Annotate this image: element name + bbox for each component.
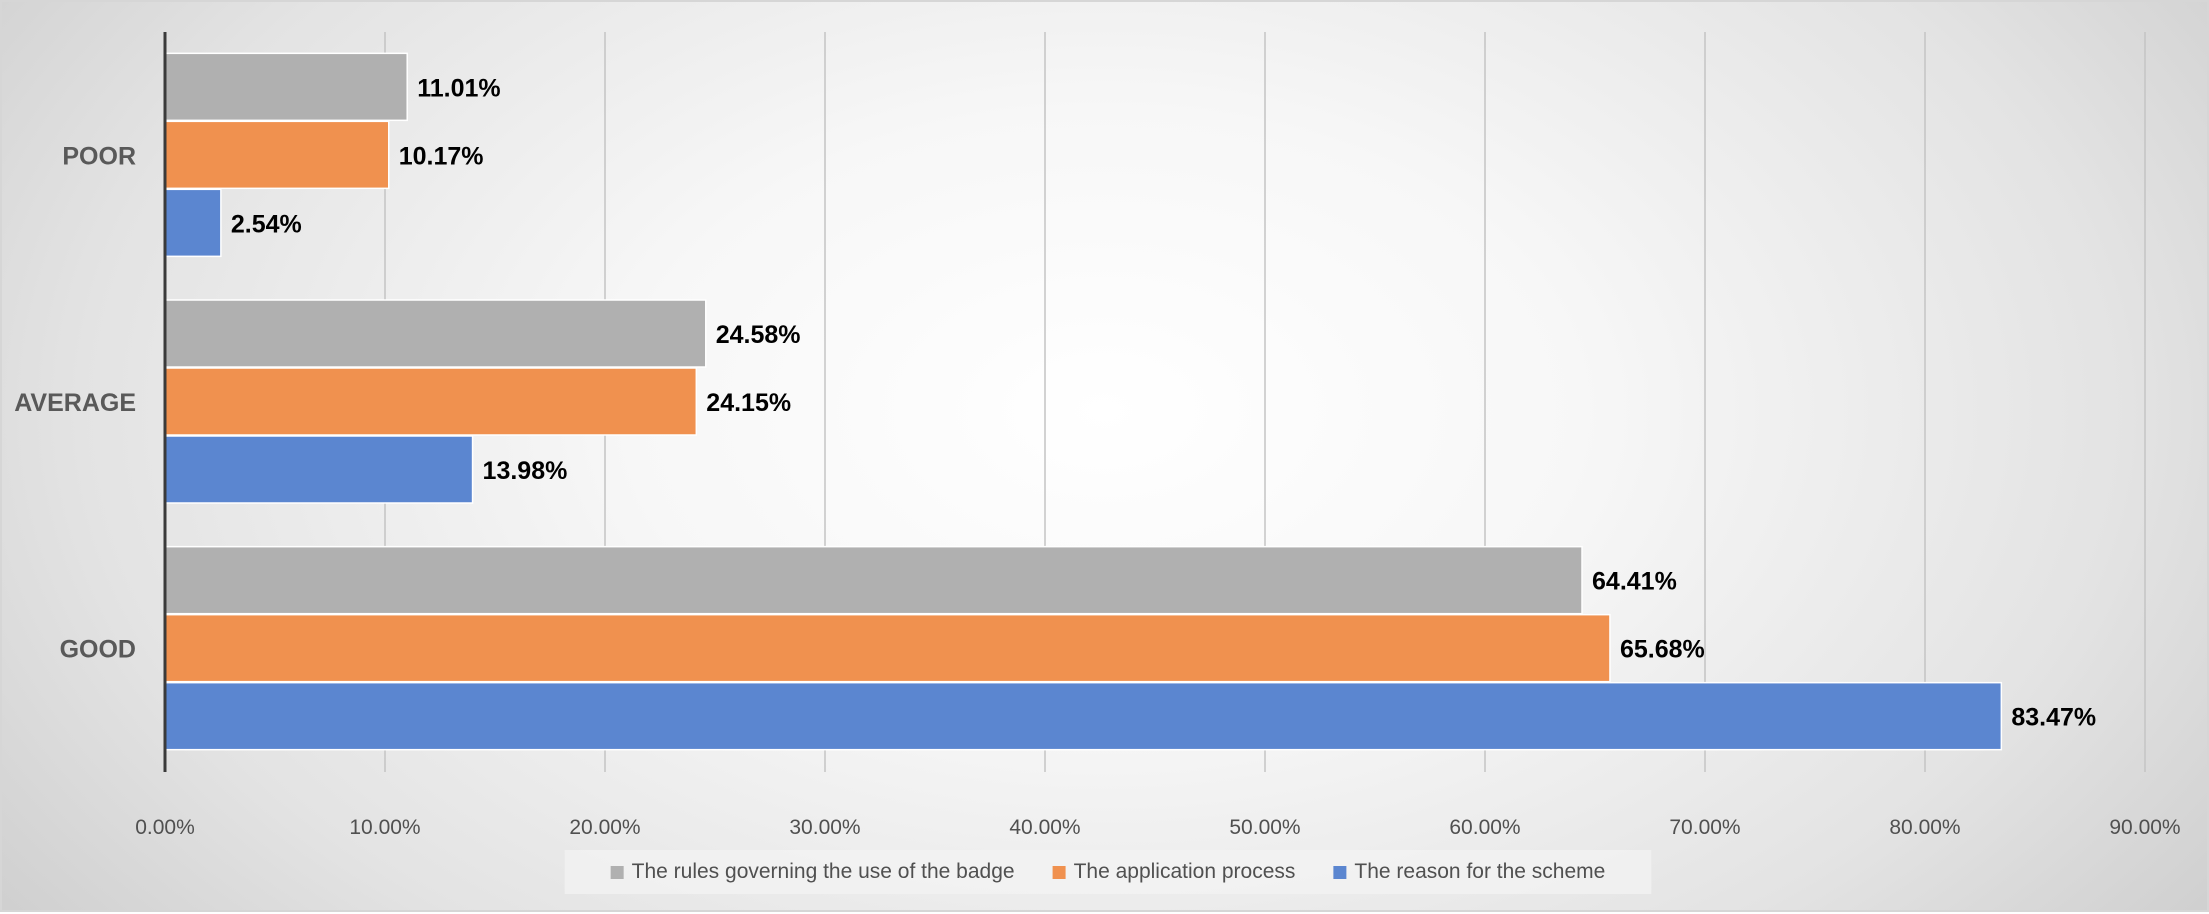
x-tick-label: 0.00%	[135, 816, 195, 839]
bar-good-series-0	[164, 545, 1583, 615]
data-label: 83.47%	[2011, 704, 2096, 732]
legend: The rules governing the use of the badge…	[564, 850, 1652, 894]
data-label: 65.68%	[1620, 636, 1705, 664]
category-labels: POOR AVERAGE GOOD	[14, 142, 136, 663]
legend-swatch-1	[1052, 866, 1066, 879]
x-tick-label: 70.00%	[1669, 816, 1740, 839]
legend-swatch-2	[1333, 866, 1347, 879]
bar-poor-series-0	[164, 52, 408, 122]
category-label-poor: POOR	[62, 142, 136, 170]
data-label: 11.01%	[417, 74, 500, 102]
x-tick-label: 20.00%	[569, 816, 640, 839]
bar-good-series-1	[164, 613, 1611, 683]
legend-label-2: The reason for the scheme	[1354, 860, 1605, 883]
data-label: 13.98%	[483, 457, 568, 485]
x-tick-label: 90.00%	[2109, 816, 2180, 839]
category-label-average: AVERAGE	[14, 389, 136, 417]
data-label: 10.17%	[399, 142, 484, 170]
x-tick-label: 30.00%	[789, 816, 860, 839]
legend-label-1: The application process	[1074, 860, 1296, 883]
data-label: 24.15%	[706, 389, 791, 417]
x-tick-label: 10.00%	[349, 816, 420, 839]
legend-label-0: The rules governing the use of the badge	[632, 860, 1015, 883]
data-label: 64.41%	[1592, 568, 1677, 596]
bar-average-series-2	[164, 435, 474, 504]
legend-background	[564, 850, 1652, 894]
bar-average-series-1	[164, 367, 698, 436]
x-tick-label: 40.00%	[1009, 816, 1080, 839]
x-tick-label: 60.00%	[1449, 816, 1520, 839]
bar-poor-series-1	[164, 120, 390, 190]
x-tick-label: 80.00%	[1889, 816, 1960, 839]
x-axis-tick-labels: 0.00% 10.00% 20.00% 30.00% 40.00% 50.00% 60.00…	[135, 816, 2180, 839]
bar-good-series-2	[164, 681, 2003, 751]
legend-swatch-0	[610, 866, 624, 879]
bars	[164, 52, 2003, 751]
data-label: 2.54%	[231, 210, 302, 238]
data-labels: 11.01% 10.17% 2.54% 24.58% 24.15% 13.98% 64.41…	[231, 74, 2096, 731]
category-label-good: GOOD	[60, 636, 136, 664]
gridlines	[384, 32, 2146, 772]
bar-average-series-0	[164, 299, 707, 368]
data-label: 24.58%	[716, 321, 801, 349]
bar-poor-series-2	[164, 188, 222, 258]
x-tick-label: 50.00%	[1229, 816, 1300, 839]
